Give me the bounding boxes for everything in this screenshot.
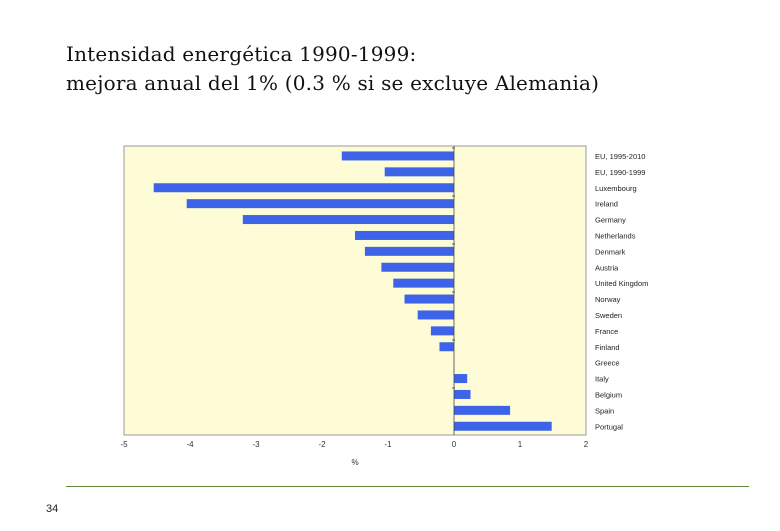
- category-label: Luxembourg: [595, 184, 637, 193]
- page-number: 34: [46, 503, 59, 515]
- category-label: Germany: [595, 216, 626, 225]
- category-label: Italy: [595, 375, 609, 384]
- x-tick-label: 2: [584, 440, 589, 449]
- x-axis-label: %: [351, 458, 358, 467]
- category-label: EU, 1995-2010: [595, 152, 645, 161]
- title-line-1: Intensidad energética 1990-1999:: [66, 42, 417, 66]
- bar-norway: [404, 294, 454, 304]
- x-tick-label: -1: [384, 440, 392, 449]
- category-label: France: [595, 327, 618, 336]
- bar-ireland: [186, 199, 454, 209]
- bar-sweden: [417, 310, 454, 320]
- bar-belgium: [454, 389, 471, 399]
- footer-divider: [66, 486, 749, 487]
- x-tick-label: -3: [252, 440, 260, 449]
- category-label: EU, 1990-1999: [595, 168, 645, 177]
- bar-austria: [381, 262, 454, 272]
- x-tick-label: 0: [452, 440, 457, 449]
- category-label: Portugal: [595, 422, 623, 431]
- category-labels: EU, 1995-2010 EU, 1990-1999 Luxembourg Irel…: [595, 152, 648, 431]
- category-label: Greece: [595, 359, 620, 368]
- category-label: Sweden: [595, 311, 622, 320]
- category-label: Norway: [595, 295, 621, 304]
- bar-denmark: [364, 246, 454, 256]
- bar-spain: [454, 405, 511, 415]
- category-label: Austria: [595, 263, 619, 272]
- bar-portugal: [454, 421, 552, 431]
- category-label: Ireland: [595, 200, 618, 209]
- bar-finland: [439, 342, 454, 352]
- bars-group: [153, 151, 552, 431]
- bar-netherlands: [355, 230, 454, 240]
- bar-eu-1990-1999: [384, 167, 454, 177]
- category-label: Belgium: [595, 390, 622, 399]
- bar-france: [430, 326, 454, 336]
- x-tick-label: -4: [186, 440, 194, 449]
- zero-axis: [452, 146, 455, 435]
- bar-eu-1995-2010: [341, 151, 454, 161]
- x-tick-label: 1: [518, 440, 523, 449]
- category-label: Netherlands: [595, 231, 636, 240]
- category-label: United Kingdom: [595, 279, 648, 288]
- x-tick-label: -2: [318, 440, 326, 449]
- bar-united-kingdom: [393, 278, 454, 288]
- x-tick-label: -5: [120, 440, 128, 449]
- x-tick-labels: -5 -4 -3 -2 -1 0 1 2: [120, 440, 588, 449]
- bar-italy: [454, 374, 468, 384]
- bar-germany: [242, 215, 454, 225]
- plot-background: [123, 145, 587, 436]
- category-label: Denmark: [595, 247, 626, 256]
- category-label: Finland: [595, 343, 620, 352]
- slide-title: Intensidad energética 1990-1999: mejora …: [66, 40, 746, 98]
- bar-luxembourg: [153, 183, 454, 193]
- title-line-2: mejora anual del 1% (0.3 % si se excluye…: [66, 71, 600, 95]
- category-label: Spain: [595, 406, 614, 415]
